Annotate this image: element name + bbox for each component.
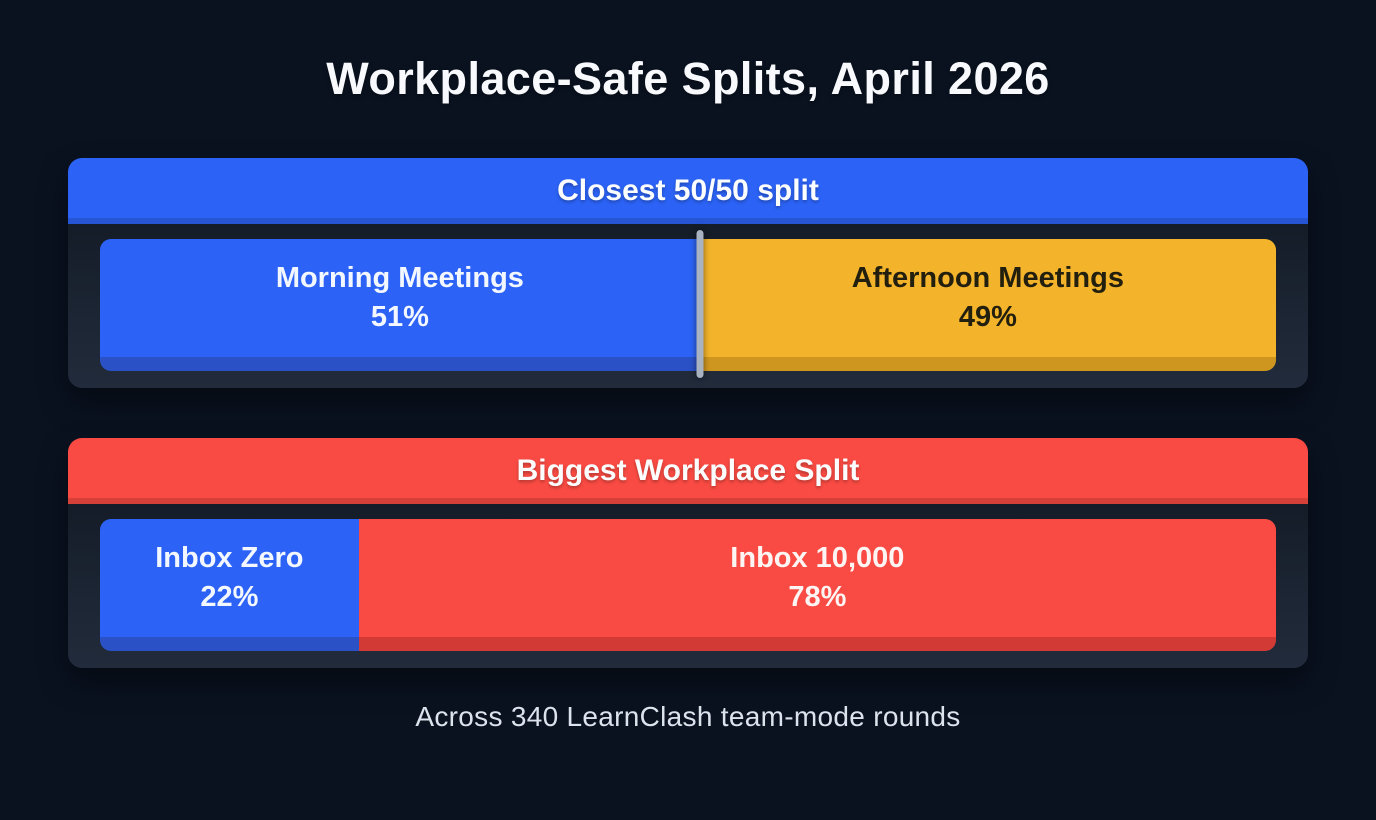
- split-bar-meetings: Morning Meetings 51% Afternoon Meetings …: [100, 230, 1276, 378]
- segment-label: Inbox Zero: [155, 542, 304, 575]
- segment-label: Afternoon Meetings: [851, 262, 1124, 295]
- bar-segment-inbox-zero: Inbox Zero 22%: [100, 519, 359, 651]
- bar-segment-inbox-10000: Inbox 10,000 78%: [358, 519, 1276, 651]
- panel-biggest-workplace-split: Biggest Workplace Split Inbox Zero 22% I…: [68, 438, 1308, 668]
- split-divider: [696, 230, 704, 378]
- segment-percent: 22%: [200, 580, 259, 613]
- segment-percent: 49%: [958, 300, 1017, 333]
- panel-header-biggest-split: Biggest Workplace Split: [68, 438, 1308, 504]
- panel-body-closest-split: Morning Meetings 51% Afternoon Meetings …: [68, 224, 1308, 388]
- panel-closest-5050-split: Closest 50/50 split Morning Meetings 51%…: [68, 158, 1308, 388]
- bar-segment-morning-meetings: Morning Meetings 51%: [100, 239, 700, 371]
- segment-label: Morning Meetings: [275, 262, 524, 295]
- segment-label: Inbox 10,000: [730, 542, 905, 575]
- bar-segment-afternoon-meetings: Afternoon Meetings 49%: [699, 239, 1276, 371]
- infographic-canvas: Workplace-Safe Splits, April 2026 Closes…: [0, 52, 1376, 820]
- panel-header-label: Closest 50/50 split: [557, 174, 819, 207]
- panel-header-closest-split: Closest 50/50 split: [68, 158, 1308, 224]
- panel-body-biggest-split: Inbox Zero 22% Inbox 10,000 78%: [68, 504, 1308, 668]
- split-bar-inbox: Inbox Zero 22% Inbox 10,000 78%: [100, 519, 1276, 651]
- segment-percent: 78%: [788, 580, 847, 613]
- segment-percent: 51%: [370, 300, 429, 333]
- footer-caption: Across 340 LearnClash team-mode rounds: [415, 701, 961, 732]
- page-title: Workplace-Safe Splits, April 2026: [326, 53, 1050, 104]
- panel-header-label: Biggest Workplace Split: [516, 454, 860, 487]
